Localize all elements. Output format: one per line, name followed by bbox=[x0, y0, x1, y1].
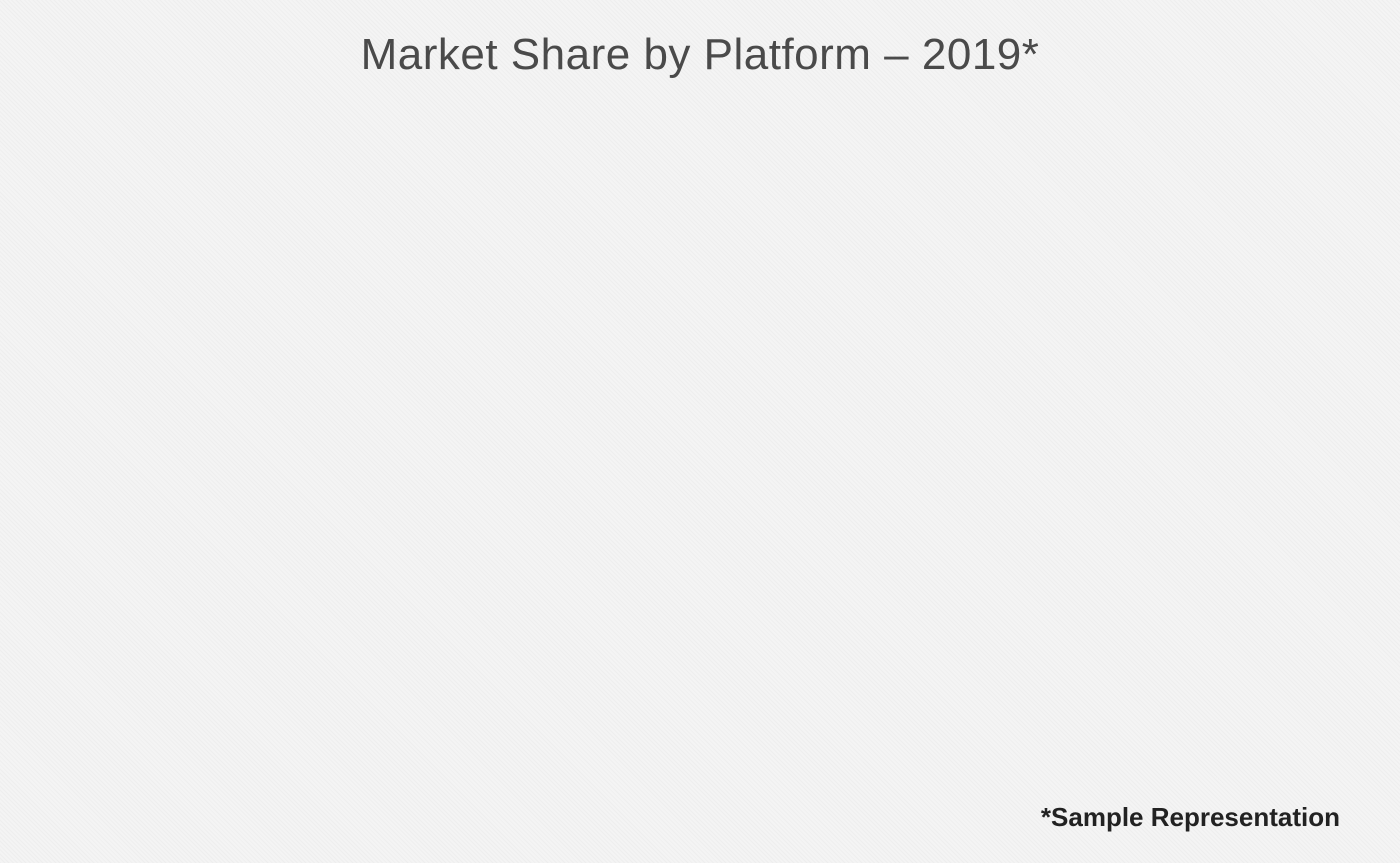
donut-chart bbox=[130, 110, 810, 790]
chart-title: Market Share by Platform – 2019* bbox=[0, 30, 1400, 80]
footnote: *Sample Representation bbox=[1041, 802, 1340, 833]
